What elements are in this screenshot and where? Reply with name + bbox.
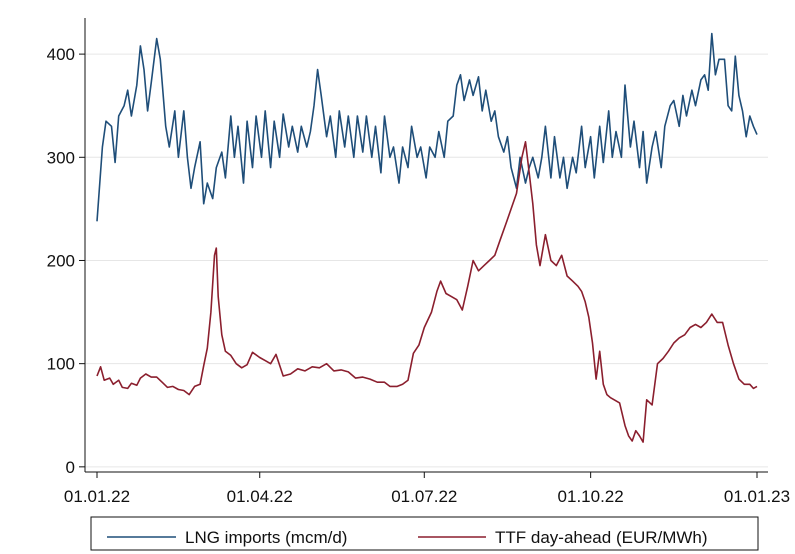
y-axis: 0 100 200 300 400 [47, 18, 86, 477]
series-line-ttf-day-ahead [96, 141, 758, 443]
grid-lines [85, 53, 768, 468]
y-tick-label: 200 [47, 251, 75, 270]
x-tick-label: 01.01.23 [724, 487, 790, 506]
legend-label-lng: LNG imports (mcm/d) [185, 528, 347, 547]
legend: LNG imports (mcm/d) TTF day-ahead (EUR/M… [90, 516, 759, 551]
legend-box [90, 516, 759, 551]
legend-label-ttf: TTF day-ahead (EUR/MWh) [495, 528, 708, 547]
y-tick-label: 100 [47, 355, 75, 374]
x-tick-label: 01.01.22 [64, 487, 130, 506]
x-tick-label: 01.10.22 [558, 487, 624, 506]
series-line-lng-imports [96, 32, 758, 222]
y-tick-label: 0 [66, 458, 75, 477]
x-axis: 01.01.22 01.04.22 01.07.22 01.10.22 01.01.23 [64, 471, 790, 506]
y-tick-label: 300 [47, 148, 75, 167]
x-tick-label: 01.07.22 [391, 487, 457, 506]
x-tick-label: 01.04.22 [227, 487, 293, 506]
y-tick-label: 400 [47, 45, 75, 64]
series-lines [96, 32, 758, 443]
